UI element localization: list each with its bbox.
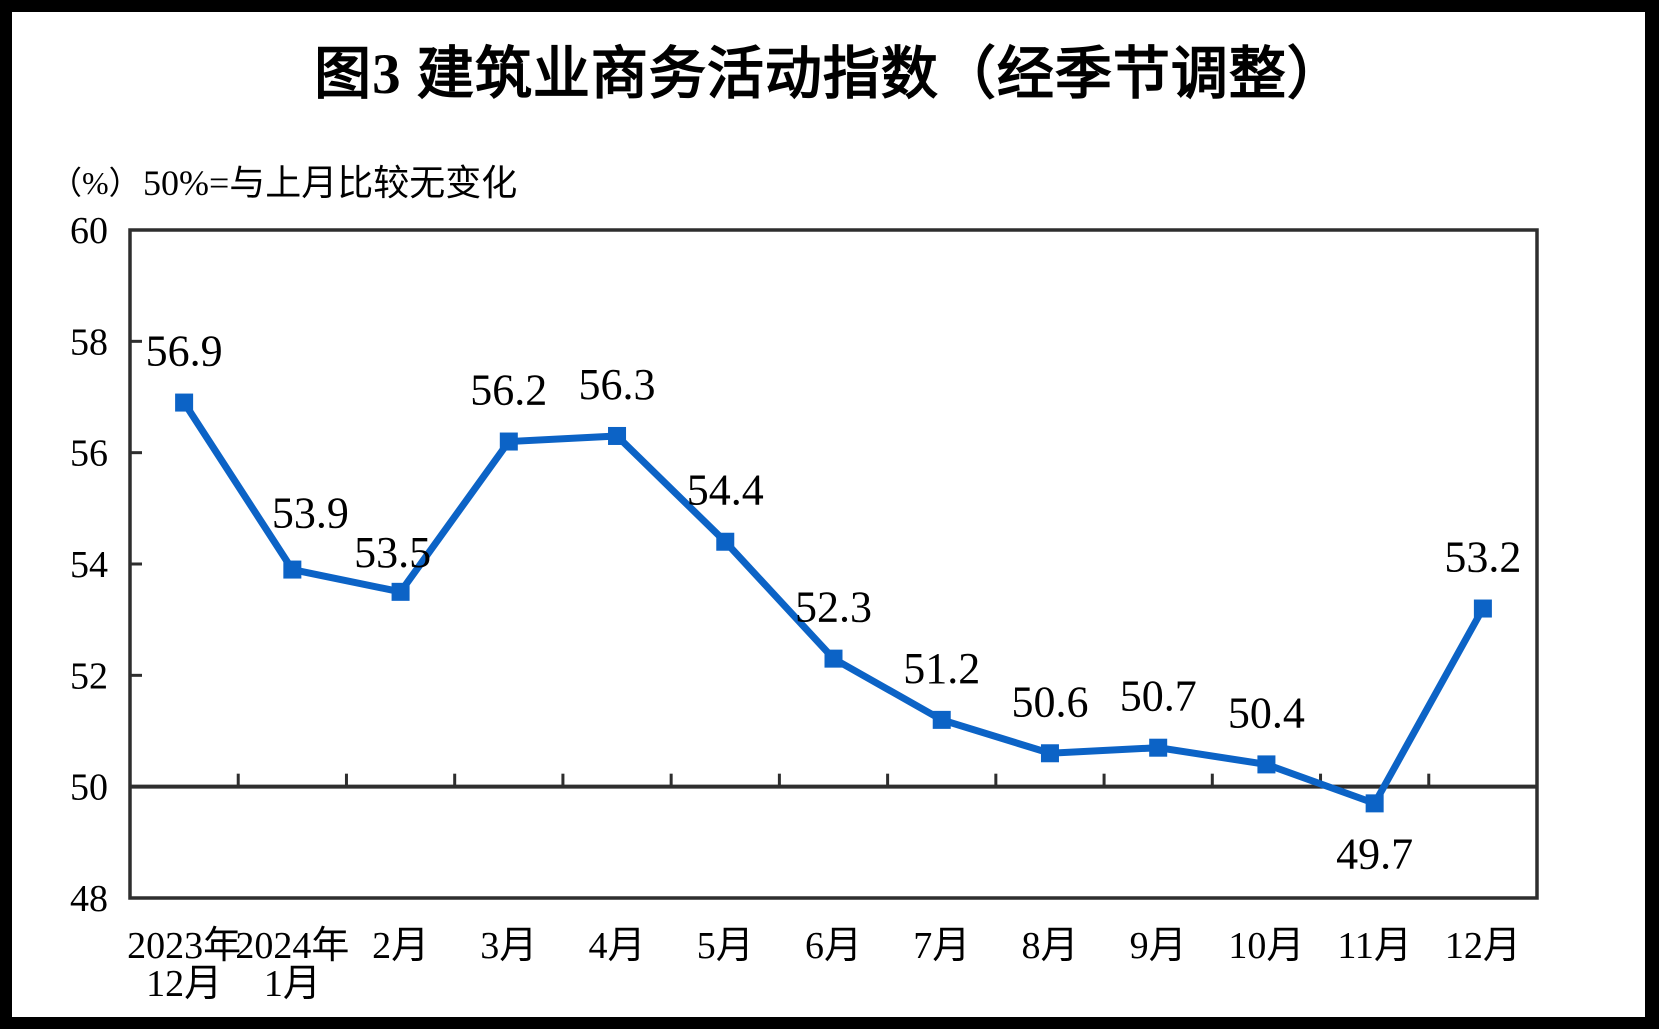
data-point-marker bbox=[1257, 755, 1276, 774]
x-axis-label: 12月 bbox=[146, 963, 222, 1005]
x-axis-label: 11月 bbox=[1337, 925, 1412, 967]
data-point-label: 53.2 bbox=[1444, 533, 1521, 582]
x-axis-label: 9月 bbox=[1130, 925, 1187, 967]
data-point-marker bbox=[1473, 599, 1492, 618]
y-tick-label: 54 bbox=[70, 544, 108, 586]
x-axis-label: 1月 bbox=[264, 963, 321, 1005]
y-tick-label: 60 bbox=[70, 210, 108, 252]
data-point-marker bbox=[716, 532, 735, 551]
x-axis-label: 5月 bbox=[697, 925, 754, 967]
x-axis-label: 7月 bbox=[913, 925, 970, 967]
y-tick-label: 56 bbox=[70, 433, 108, 475]
data-point-marker bbox=[175, 393, 194, 412]
data-point-marker bbox=[499, 432, 518, 451]
x-axis-label: 4月 bbox=[589, 925, 646, 967]
x-axis-label: 8月 bbox=[1021, 925, 1078, 967]
data-point-marker bbox=[283, 560, 302, 579]
data-point-label: 54.4 bbox=[687, 466, 764, 515]
data-point-label: 52.3 bbox=[795, 583, 872, 632]
x-axis-label: 6月 bbox=[805, 925, 862, 967]
data-point-marker bbox=[824, 649, 843, 668]
data-point-label: 50.7 bbox=[1120, 672, 1197, 721]
data-point-label: 51.2 bbox=[903, 644, 980, 693]
x-axis-label: 10月 bbox=[1228, 925, 1304, 967]
data-point-label: 50.6 bbox=[1011, 677, 1088, 726]
x-axis-label: 3月 bbox=[480, 925, 537, 967]
data-point-label: 56.9 bbox=[146, 327, 223, 376]
y-tick-label: 48 bbox=[70, 878, 108, 920]
reference-note: 50%=与上月比较无变化 bbox=[143, 163, 518, 203]
data-point-label: 53.9 bbox=[272, 489, 349, 538]
data-point-marker bbox=[1365, 794, 1384, 813]
x-axis-label: 2月 bbox=[372, 925, 429, 967]
data-point-marker bbox=[1149, 738, 1168, 757]
data-point-label: 56.2 bbox=[470, 366, 547, 415]
data-point-marker bbox=[391, 582, 410, 601]
y-axis-unit-label: （%） bbox=[50, 165, 141, 201]
data-point-marker bbox=[608, 426, 627, 445]
data-point-label: 49.7 bbox=[1336, 829, 1413, 878]
axis-frame bbox=[128, 228, 1539, 900]
y-tick-label: 52 bbox=[70, 655, 108, 697]
figure-background bbox=[12, 12, 1645, 1017]
y-tick-label: 58 bbox=[70, 321, 108, 363]
chart-title: 图3 建筑业商务活动指数（经季节调整） bbox=[314, 43, 1345, 106]
x-axis-label: 12月 bbox=[1445, 925, 1521, 967]
data-point-marker bbox=[932, 710, 951, 729]
y-tick-label: 50 bbox=[70, 767, 108, 809]
x-axis-label: 2023年 bbox=[127, 925, 241, 967]
x-axis-label: 2024年 bbox=[235, 925, 349, 967]
data-point-marker bbox=[1040, 744, 1059, 763]
data-point-label: 53.5 bbox=[354, 528, 431, 577]
data-point-label: 56.3 bbox=[579, 360, 656, 409]
data-point-label: 50.4 bbox=[1228, 688, 1305, 737]
